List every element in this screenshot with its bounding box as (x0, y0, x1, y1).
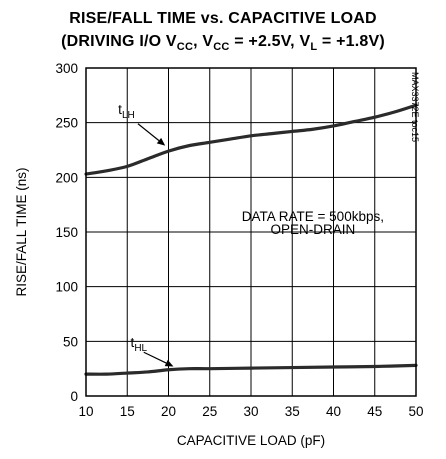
x-tick-label: 30 (243, 404, 258, 419)
series-line-thl (84, 363, 418, 376)
x-tick-label: 40 (326, 404, 341, 419)
part-number-label: MAX3372E toc15 (410, 72, 420, 142)
series-label-thl: tHL (131, 335, 148, 354)
x-axis-label: CAPACITIVE LOAD (pF) (177, 433, 325, 448)
series-leader-arrowhead-tlh (156, 137, 166, 146)
annotation-line2: OPEN-DRAIN (270, 222, 355, 237)
plot-frame (85, 67, 417, 397)
x-tick-label: 15 (120, 404, 135, 419)
chart-title-line2: (DRIVING I/O VCC, VCC = +2.5V, VL = +1.8… (61, 33, 385, 54)
y-tick-label: 250 (55, 116, 78, 131)
x-tick-label: 50 (408, 404, 423, 419)
x-tick-label: 35 (285, 404, 300, 419)
chart-title-line1: RISE/FALL TIME vs. CAPACITIVE LOAD (69, 10, 377, 27)
y-tick-label: 0 (70, 389, 78, 404)
y-tick-label: 50 (63, 334, 78, 349)
x-tick-label: 25 (202, 404, 217, 419)
y-axis-label: RISE/FALL TIME (ns) (14, 167, 29, 296)
annotation-line1: DATA RATE = 500kbps, (242, 209, 384, 224)
y-tick-label: 200 (55, 170, 78, 185)
series-leader-arrow-tlh (137, 123, 160, 142)
series-line-tlh (84, 103, 418, 176)
series-label-tlh: tLH (118, 102, 135, 121)
grid (86, 68, 416, 396)
x-tick-label: 45 (367, 404, 382, 419)
y-tick-label: 300 (55, 61, 78, 76)
y-tick-label: 150 (55, 225, 78, 240)
y-tick-label: 100 (55, 280, 78, 295)
tick-labels: 10 15 20 25 30 35 40 45 50 0 50 100 150 200 250 300 (55, 61, 423, 419)
x-tick-label: 10 (78, 404, 93, 419)
series-group (84, 103, 418, 376)
x-tick-label: 20 (161, 404, 176, 419)
series-leader-arrowhead-thl (164, 359, 174, 367)
series-leader-arrow-thl (143, 351, 167, 364)
